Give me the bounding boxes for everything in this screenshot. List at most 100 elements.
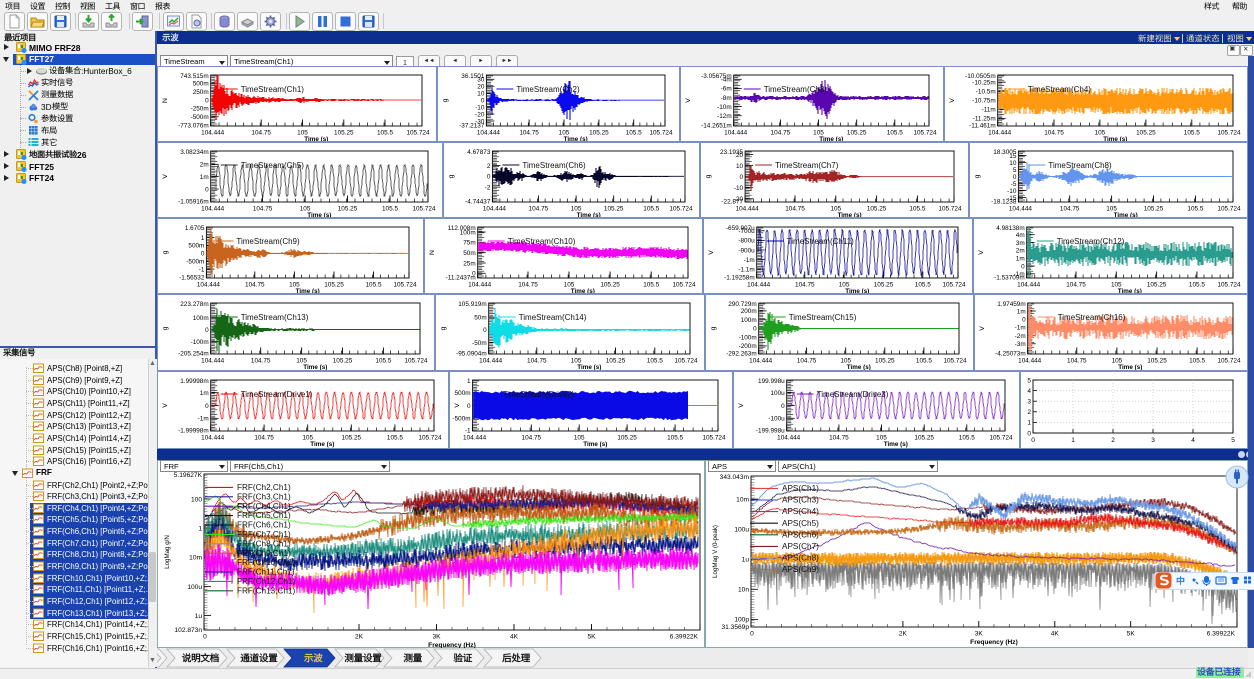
svg-text:LogMag g/N: LogMag g/N [164, 535, 171, 569]
svg-text:104.444: 104.444 [736, 206, 760, 213]
svg-text:743.515m: 743.515m [180, 73, 208, 80]
svg-text:50m: 50m [463, 250, 475, 257]
svg-text:104.444: 104.444 [201, 435, 225, 442]
svg-text:APS(Ch9): APS(Ch9) [782, 565, 819, 574]
svg-text:105.5: 105.5 [375, 358, 391, 365]
svg-text:100p: 100p [734, 617, 749, 624]
svg-text:APS(Ch7): APS(Ch7) [782, 542, 819, 551]
svg-text:105.724: 105.724 [989, 435, 1013, 442]
svg-text:105.724: 105.724 [943, 358, 967, 365]
svg-text:250m: 250m [193, 89, 209, 96]
svg-text:0: 0 [1013, 174, 1017, 181]
svg-text:500m: 500m [188, 243, 204, 250]
svg-text:104.444: 104.444 [1009, 206, 1033, 213]
svg-text:104.444: 104.444 [1017, 282, 1041, 289]
svg-text:APS(Ch3): APS(Ch3) [782, 496, 819, 505]
svg-text:g: g [705, 174, 712, 178]
svg-text:FRF(Ch4,Ch1): FRF(Ch4,Ch1) [237, 502, 291, 511]
svg-text:1: 1 [1027, 420, 1031, 427]
svg-text:10m: 10m [736, 496, 749, 503]
svg-text:105.724: 105.724 [1217, 206, 1241, 213]
svg-text:FRF(Ch8,Ch1): FRF(Ch8,Ch1) [237, 539, 291, 548]
svg-text:-1m: -1m [1014, 271, 1025, 278]
svg-text:105.25: 105.25 [1147, 358, 1167, 365]
svg-text:FRF(Ch5,Ch1): FRF(Ch5,Ch1) [237, 511, 291, 520]
svg-text:1m: 1m [1016, 256, 1025, 263]
svg-text:104.444: 104.444 [483, 206, 507, 213]
svg-text:Time (s): Time (s) [307, 212, 331, 217]
svg-text:Time (s): Time (s) [838, 212, 862, 217]
svg-text:105: 105 [296, 358, 307, 365]
svg-text:10m: 10m [189, 555, 202, 562]
svg-text:-10: -10 [475, 104, 485, 111]
svg-text:105.5: 105.5 [366, 282, 382, 289]
svg-text:V: V [978, 250, 985, 255]
svg-text:105.724: 105.724 [702, 435, 726, 442]
svg-text:1u: 1u [742, 557, 750, 564]
svg-text:TimeStream(Ch5): TimeStream(Ch5) [241, 161, 305, 170]
svg-text:-773.076m: -773.076m [178, 123, 209, 130]
svg-text:200m: 200m [741, 308, 757, 315]
svg-text:-2m: -2m [1015, 333, 1026, 340]
svg-text:105: 105 [1111, 282, 1122, 289]
svg-text:-11.2437m: -11.2437m [446, 275, 476, 282]
svg-text:105.5: 105.5 [1189, 282, 1205, 289]
svg-text:105.25: 105.25 [1136, 130, 1156, 137]
svg-text:104.75: 104.75 [529, 206, 549, 213]
svg-text:105: 105 [289, 282, 300, 289]
svg-text:-250m: -250m [191, 106, 209, 113]
svg-text:105: 105 [813, 130, 824, 137]
svg-text:0: 0 [487, 174, 491, 181]
svg-text:-20: -20 [475, 111, 485, 118]
svg-text:100u: 100u [770, 390, 785, 397]
svg-text:FRF(Ch11,Ch1): FRF(Ch11,Ch1) [237, 568, 295, 577]
svg-text:-100u: -100u [768, 416, 785, 423]
svg-text:Time (s): Time (s) [583, 441, 607, 448]
svg-text:Time (s): Time (s) [884, 441, 908, 448]
svg-text:Time (s): Time (s) [304, 136, 328, 141]
svg-text:1: 1 [467, 378, 471, 385]
svg-text:105: 105 [571, 206, 582, 213]
svg-text:FRF(Ch13,Ch1): FRF(Ch13,Ch1) [237, 586, 296, 595]
svg-text:105: 105 [300, 206, 311, 213]
svg-text:0: 0 [481, 97, 485, 104]
svg-text:Frequency (Hz): Frequency (Hz) [428, 642, 476, 648]
svg-text:104.75: 104.75 [253, 206, 273, 213]
svg-text:105: 105 [559, 130, 570, 137]
svg-text:102.873n: 102.873n [174, 627, 202, 634]
svg-text:-700u: -700u [738, 228, 755, 235]
svg-text:105.724: 105.724 [938, 206, 962, 213]
svg-text:Time (s): Time (s) [296, 288, 320, 293]
svg-text:104.75: 104.75 [245, 282, 265, 289]
svg-text:30: 30 [477, 77, 485, 84]
svg-text:1.6705: 1.6705 [185, 225, 205, 232]
svg-text:FRF(Ch2,Ch1): FRF(Ch2,Ch1) [237, 483, 291, 492]
svg-text:105.5: 105.5 [1189, 358, 1205, 365]
svg-text:-10.75m: -10.75m [972, 98, 995, 105]
svg-text:FRF(Ch10,Ch1): FRF(Ch10,Ch1) [237, 558, 296, 567]
svg-text:10: 10 [1009, 160, 1017, 167]
svg-text:2K: 2K [355, 634, 364, 641]
svg-text:-11.25m: -11.25m [973, 116, 996, 123]
svg-text:104.444: 104.444 [479, 358, 503, 365]
svg-text:2m: 2m [200, 162, 209, 169]
svg-text:104.444: 104.444 [463, 435, 487, 442]
svg-text:5K: 5K [1127, 631, 1136, 638]
svg-text:-659.907u: -659.907u [726, 225, 755, 232]
svg-text:290.729m: 290.729m [728, 301, 756, 308]
svg-text:343.043m: 343.043m [720, 474, 750, 481]
svg-text:0: 0 [203, 634, 207, 641]
svg-text:0: 0 [205, 403, 209, 410]
svg-text:105.5: 105.5 [915, 282, 931, 289]
svg-text:199.998u: 199.998u [758, 378, 785, 385]
svg-text:-8m: -8m [721, 95, 732, 102]
svg-text:-1.99998m: -1.99998m [178, 428, 209, 435]
svg-text:-14.2651m: -14.2651m [701, 123, 732, 130]
svg-text:-205.254m: -205.254m [178, 351, 209, 358]
svg-text:V: V [685, 98, 692, 103]
svg-text:TimeStream(Ch10): TimeStream(Ch10) [508, 237, 576, 246]
svg-text:-30: -30 [475, 118, 485, 125]
svg-text:104.75: 104.75 [518, 282, 538, 289]
svg-text:1u: 1u [195, 613, 203, 620]
svg-text:105.5: 105.5 [647, 358, 663, 365]
